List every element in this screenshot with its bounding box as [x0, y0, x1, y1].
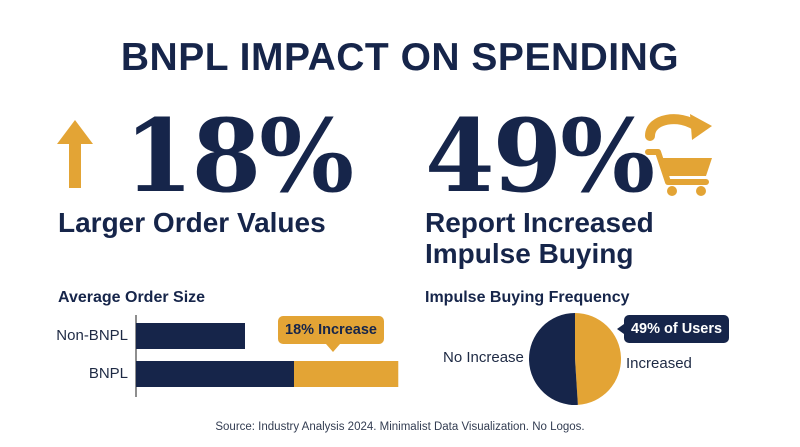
users-callout: 49% of Users	[617, 315, 729, 343]
pie-label-no-increase: No Increase	[443, 349, 524, 366]
stat-order-values: 18%	[124, 97, 354, 215]
pie-chart-title: Impulse Buying Frequency	[425, 289, 630, 306]
up-arrow-icon	[57, 120, 93, 188]
stat-impulse-buying: 49%	[425, 97, 655, 215]
bar-segment	[294, 361, 399, 387]
pie-slice	[575, 313, 622, 405]
shopping-cart-icon	[645, 114, 712, 196]
increase-callout: 18% Increase	[278, 316, 384, 352]
bar-category-label: BNPL	[88, 365, 128, 382]
page-title: BNPL IMPACT ON SPENDING	[120, 36, 680, 79]
pie-slice	[529, 313, 578, 406]
bar-segment	[136, 361, 294, 387]
bar-chart-title: Average Order Size	[58, 289, 206, 306]
bar-segment	[136, 323, 245, 349]
caption-order-values: Larger Order Values	[58, 207, 326, 238]
bar-category-label: Non-BNPL	[56, 327, 128, 344]
caption-impulse-buying: Report Increased Impulse Buying	[425, 207, 654, 269]
source-note: Source: Industry Analysis 2024. Minimali…	[215, 421, 585, 433]
pie-label-increased: Increased	[626, 355, 692, 372]
